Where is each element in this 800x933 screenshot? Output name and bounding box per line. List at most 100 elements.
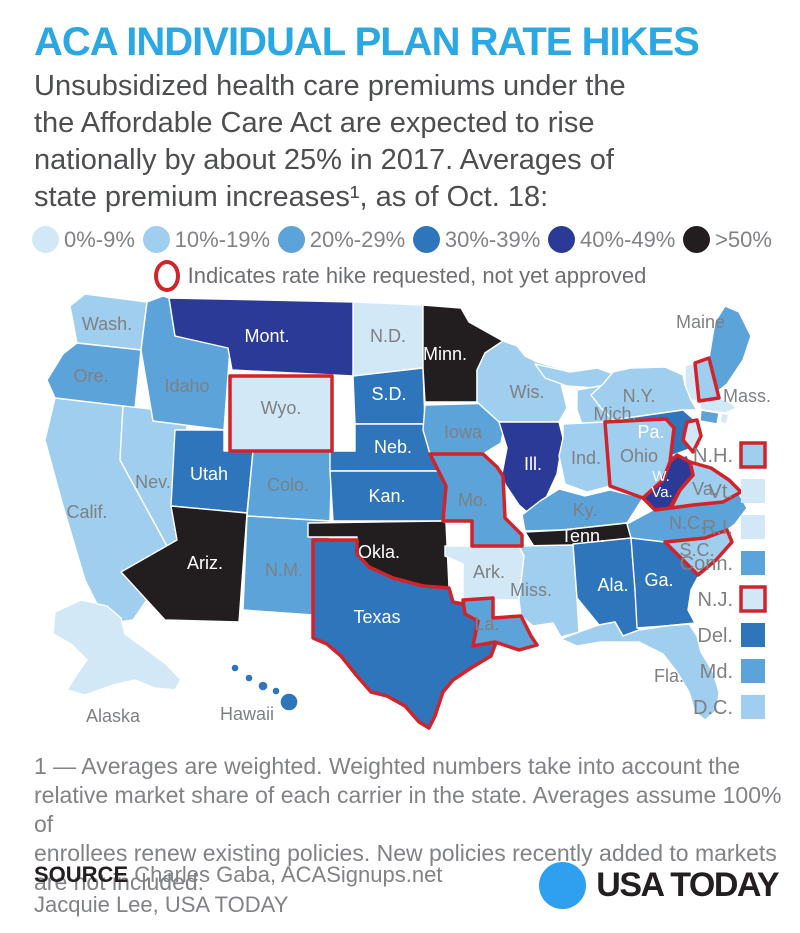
state-label-idaho: Idaho: [164, 376, 209, 396]
state-label-ill: Ill.: [524, 454, 542, 474]
state-label-colo: Colo.: [267, 475, 309, 495]
source-credit: SOURCE Charles Gaba, ACASignups.net Jacq…: [34, 860, 442, 920]
legend-label: 0%-9%: [64, 226, 135, 252]
legend-swatch-icon: [547, 226, 575, 253]
source-line2: Jacquie Lee, USA TODAY: [34, 892, 289, 917]
legend-item: 20%-29%: [277, 226, 406, 253]
list-swatch-vt: [741, 479, 765, 503]
state-label-wyo: Wyo.: [261, 398, 302, 418]
state-label-texas: Texas: [353, 607, 400, 627]
legend-swatch-icon: [32, 226, 59, 253]
state-shape-fla: [560, 621, 720, 721]
legend-label: 20%-29%: [309, 226, 406, 252]
source-line1: SOURCE Charles Gaba, ACASignups.net: [34, 860, 442, 890]
state-label-ala: Ala.: [597, 575, 628, 595]
list-swatch-nj: [739, 585, 767, 613]
state-label-okla: Okla.: [358, 542, 400, 562]
color-legend: 0%-9% 10%-19% 20%-29% 30%-39% 40%-49% >5…: [32, 226, 772, 253]
state-label-utah: Utah: [190, 464, 228, 484]
list-swatch-ri: [741, 515, 765, 539]
state-label-nc: N.C.: [669, 513, 705, 533]
state-shape-nj: [681, 418, 703, 454]
list-label-dc: D.C.: [693, 697, 733, 719]
list-label-vt: Vt.: [709, 481, 733, 503]
legend-label: 30%-39%: [444, 226, 541, 252]
state-shape-ri: [719, 412, 730, 425]
list-label-nj: N.J.: [697, 589, 733, 611]
source-names: Charles Gaba, ACASignups.net: [128, 862, 443, 887]
state-label-kan: Kan.: [368, 486, 405, 506]
state-label-mass: Mass.: [723, 386, 771, 406]
source-label: SOURCE: [34, 862, 129, 887]
state-label-maine: Maine: [676, 312, 725, 332]
state-label-neb: Neb.: [374, 437, 412, 457]
intro-line: nationally by about 25% in 2017. Average…: [34, 144, 614, 176]
footnote-line: 1 — Averages are weighted. Weighted numb…: [34, 753, 741, 779]
list-swatch-dc: [741, 695, 765, 719]
state-shape-maine: [708, 305, 752, 393]
state-shape-conn: [699, 409, 720, 425]
state-shape-alaska: [52, 599, 182, 696]
state-label-hawaii: Hawaii: [220, 704, 274, 724]
state-label-mont: Mont.: [244, 326, 289, 346]
state-shape-wyo: [228, 374, 334, 453]
usa-today-logo: USA TODAY: [539, 862, 779, 909]
legend-label: >50%: [715, 226, 772, 252]
footnote: 1 — Averages are weighted. Weighted numb…: [34, 752, 800, 897]
legend-swatch-icon: [683, 226, 711, 253]
state-label-mich: Mich.: [593, 404, 636, 424]
requested-note: Indicates rate hike requested, not yet a…: [0, 260, 800, 292]
state-shape-nh: [693, 356, 721, 403]
list-label-nh: N.H.: [693, 445, 733, 467]
state-label-ark: Ark.: [473, 562, 505, 582]
state-label-wis: Wis.: [510, 382, 545, 402]
state-label-fla: Fla.: [654, 666, 684, 686]
state-shape-hawaii: [230, 663, 299, 712]
state-label-minn: Minn.: [423, 344, 467, 364]
legend-item: 10%-19%: [142, 226, 271, 253]
state-label-ohio: Ohio: [620, 446, 658, 466]
state-shape-wva: [641, 453, 695, 512]
list-label-ri: R.I.: [702, 517, 733, 539]
intro-line: Unsubsidized health care premiums under …: [34, 70, 626, 102]
footnote-line: are not included.: [34, 869, 205, 895]
footnote-line: relative market share of each carrier in…: [34, 782, 782, 837]
state-label-va: Va.: [692, 479, 718, 499]
state-label-wva-line2: Va.: [651, 484, 672, 501]
list-label-del: Del.: [697, 625, 733, 647]
list-swatch-md: [741, 659, 765, 683]
intro-line: the Affordable Care Act are expected to …: [34, 107, 595, 139]
intro-line: state premium increases¹, as of Oct. 18:: [34, 181, 549, 213]
state-label-sd: S.D.: [371, 384, 406, 404]
page-title: ACA INDIVIDUAL PLAN RATE HIKES: [34, 20, 700, 64]
state-label-iowa: Iowa: [444, 422, 483, 442]
legend-item: 0%-9%: [32, 226, 135, 253]
state-label-la: La.: [474, 614, 499, 634]
legend-item: 40%-49%: [547, 226, 676, 253]
state-label-miss: Miss.: [510, 580, 552, 600]
state-label-sc: S.C.: [679, 540, 714, 560]
legend-label: 10%-19%: [174, 226, 271, 252]
state-label-ky: Ky.: [573, 500, 598, 520]
state-label-ariz: Ariz.: [187, 553, 223, 573]
usa-today-logo-text: USA TODAY: [596, 866, 779, 904]
state-shape-ariz: [120, 505, 248, 623]
requested-note-text: Indicates rate hike requested, not yet a…: [187, 263, 647, 288]
state-label-alaska: Alaska: [86, 706, 141, 726]
legend-swatch-icon: [142, 226, 170, 253]
us-choropleth-map: Wash. Ore. Calif. Nev. Idaho Mont. Wyo. …: [25, 288, 785, 748]
legend-label: 40%-49%: [579, 226, 676, 252]
state-label-nev: Nev.: [135, 472, 171, 492]
state-shape-mo: [428, 452, 524, 548]
legend-item: 30%-39%: [412, 226, 541, 253]
state-label-nm: N.M.: [265, 560, 303, 580]
legend-item: >50%: [683, 226, 772, 253]
state-label-calif: Calif.: [66, 502, 107, 522]
legend-swatch-icon: [412, 226, 440, 253]
list-swatch-conn: [741, 551, 765, 575]
state-label-wash: Wash.: [82, 314, 132, 334]
state-label-nd: N.D.: [370, 326, 406, 346]
list-label-md: Md.: [700, 661, 733, 683]
state-shape-la: [461, 596, 539, 652]
